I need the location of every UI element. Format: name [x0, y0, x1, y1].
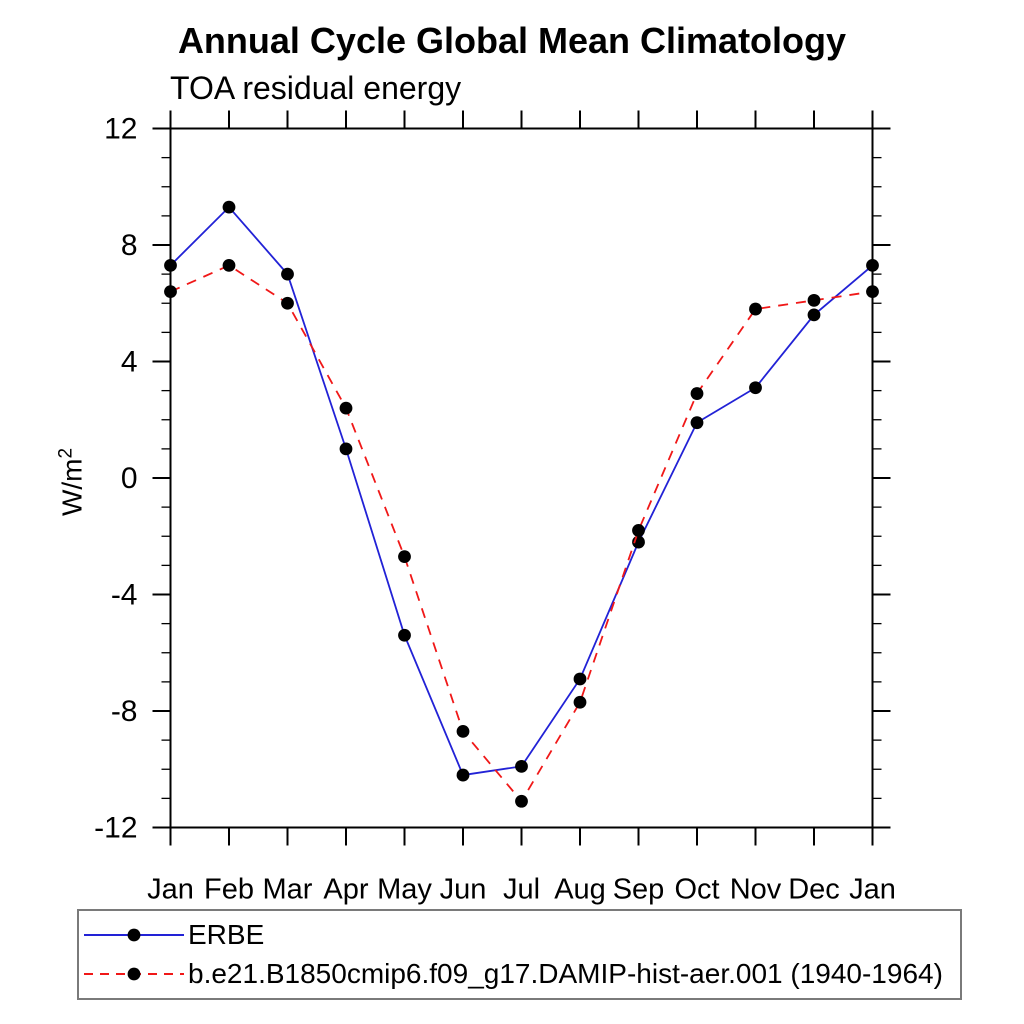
legend-label: ERBE	[188, 918, 265, 950]
legend-swatch-solid	[84, 928, 184, 942]
data-point-marker	[164, 258, 177, 272]
legend-swatch-dashed	[84, 967, 184, 981]
x-tick-label: Jul	[503, 874, 540, 906]
x-tick-label: Sep	[613, 874, 665, 906]
x-tick-label: Jan	[147, 874, 194, 906]
x-tick-label: Aug	[554, 874, 606, 906]
y-tick-label: -4	[111, 579, 138, 612]
y-axis-label-exponent: 2	[55, 447, 77, 459]
data-point-marker	[222, 258, 236, 272]
data-point-marker	[573, 695, 587, 709]
series-line-0	[169, 205, 874, 777]
data-point-marker	[222, 200, 236, 214]
data-point-marker	[515, 794, 528, 808]
data-point-marker	[866, 285, 879, 298]
data-point-marker	[690, 387, 704, 400]
legend-item: b.e21.B1850cmip6.f09_g17.DAMIP-hist-aer.…	[84, 955, 960, 993]
x-tick-label: Nov	[730, 874, 782, 906]
legend-label: b.e21.B1850cmip6.f09_g17.DAMIP-hist-aer.…	[188, 958, 943, 990]
chart-title: Annual Cycle Global Mean Climatology	[177, 20, 847, 61]
legend-marker-icon	[127, 928, 141, 942]
chart-subtitle: TOA residual energy	[170, 70, 462, 106]
data-point-marker	[339, 442, 353, 456]
series-line-1	[170, 264, 873, 803]
data-point-marker	[281, 267, 294, 281]
data-point-marker	[690, 416, 704, 430]
data-point-marker	[398, 628, 411, 642]
data-point-marker	[749, 302, 762, 316]
data-point-marker	[398, 550, 411, 564]
data-point-marker	[807, 308, 821, 322]
data-point-marker	[632, 524, 645, 537]
legend-marker-icon	[127, 967, 141, 981]
axis-frame	[169, 127, 874, 829]
x-tick-label: Dec	[788, 874, 840, 906]
y-tick-label: -12	[94, 812, 137, 845]
y-tick-label: 8	[121, 229, 138, 262]
data-point-marker	[749, 381, 762, 395]
data-point-marker	[281, 296, 294, 310]
y-axis-label: W/m2	[55, 448, 88, 516]
y-tick-label: 4	[121, 346, 138, 379]
x-tick-label: May	[377, 874, 432, 906]
x-tick-label: Feb	[204, 874, 254, 906]
legend-item: ERBE	[84, 916, 960, 954]
x-tick-label: Oct	[674, 874, 719, 906]
y-axis-label-base: W/m	[56, 458, 88, 517]
x-tick-label: Apr	[323, 874, 368, 906]
data-point-marker	[866, 258, 879, 272]
data-point-marker	[573, 672, 587, 686]
data-point-marker	[339, 401, 353, 415]
data-point-marker	[456, 724, 470, 738]
y-tick-label: 0	[121, 462, 138, 495]
y-tick-label: -8	[111, 695, 138, 728]
data-point-marker	[807, 293, 821, 307]
y-tick-label: 12	[104, 113, 137, 146]
x-tick-label: Mar	[263, 874, 313, 906]
x-tick-label: Jan	[849, 874, 896, 906]
x-tick-label: Jun	[440, 874, 487, 906]
data-point-marker	[456, 768, 470, 782]
data-point-marker	[164, 285, 177, 298]
data-point-marker	[515, 759, 528, 773]
legend: ERBE b.e21.B1850cmip6.f09_g17.DAMIP-hist-…	[77, 909, 962, 1000]
